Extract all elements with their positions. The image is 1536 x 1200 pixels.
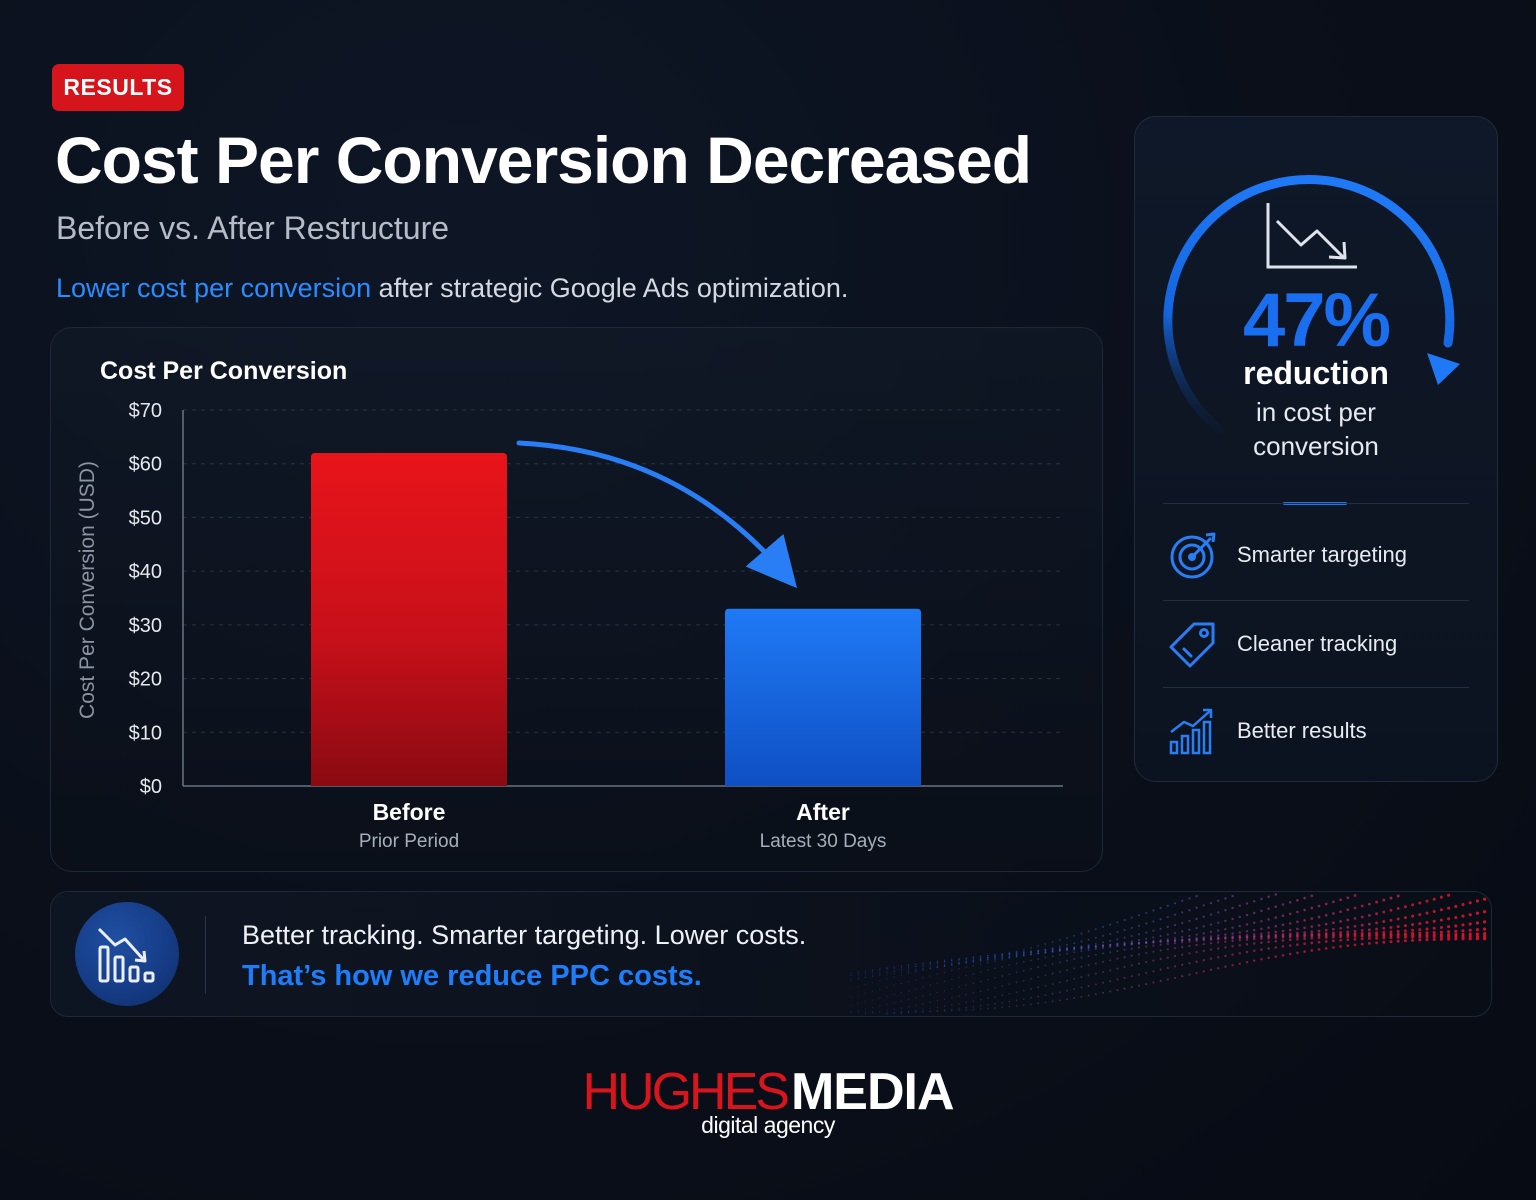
banner-separator — [205, 916, 206, 994]
x-category-sublabel: Prior Period — [359, 831, 459, 852]
y-tick-label: $30 — [129, 615, 162, 637]
feature-label: Smarter targeting — [1237, 542, 1407, 567]
feature-better-results: Better results — [1167, 701, 1467, 761]
divider-line — [1163, 600, 1469, 601]
tag-icon — [1167, 618, 1219, 670]
feature-label: Cleaner tracking — [1237, 631, 1398, 656]
bar-before — [311, 452, 507, 786]
results-badge: RESULTS — [52, 64, 184, 111]
reduction-percent: 47% — [1242, 278, 1391, 363]
y-tick-label: $40 — [129, 561, 162, 583]
logo-tagline: digital agency — [701, 1112, 835, 1138]
summary-banner: Better tracking. Smarter targeting. Lowe… — [50, 891, 1492, 1017]
divider-line — [1163, 687, 1469, 688]
bar-chart-down-icon — [75, 902, 179, 1006]
banner-line-1: Better tracking. Smarter targeting. Lowe… — [242, 920, 807, 950]
page-description: Lower cost per conversion after strategi… — [56, 273, 848, 304]
target-icon — [1167, 529, 1219, 581]
cost-per-conversion-chart: Cost Per Conversion Cost Per Conversion … — [76, 357, 1063, 852]
reduction-stat-card: 47% reduction in cost per conversion Sma… — [1134, 116, 1498, 782]
hughes-media-logo: HUGHESMEDIA digital agency — [0, 1062, 1536, 1139]
description-highlight: Lower cost per conversion — [56, 273, 372, 303]
chart-title: Cost Per Conversion — [100, 357, 347, 385]
x-category-label: Before — [373, 799, 446, 825]
feature-smarter-targeting: Smarter targeting — [1167, 525, 1467, 585]
y-tick-label: $20 — [129, 669, 162, 691]
reduction-detail: in cost per conversion — [1135, 395, 1497, 463]
chart-card: Cost Per Conversion Cost Per Conversion … — [50, 327, 1103, 872]
y-tick-label: $70 — [129, 400, 162, 422]
y-axis-label: Cost Per Conversion (USD) — [76, 461, 99, 719]
logo-hughes: HUGHES — [582, 1063, 789, 1121]
feature-cleaner-tracking: Cleaner tracking — [1167, 614, 1467, 674]
description-rest: after strategic Google Ads optimization. — [371, 273, 849, 303]
reduction-arrow — [516, 440, 798, 589]
trend-down-icon — [1266, 203, 1357, 269]
y-tick-label: $10 — [129, 722, 162, 744]
page-title: Cost Per Conversion Decreased — [55, 123, 1032, 197]
particle-wave-decoration — [850, 893, 1487, 1015]
reduction-arc — [1163, 175, 1460, 435]
logo-media: MEDIA — [790, 1063, 955, 1121]
growth-chart-icon — [1167, 705, 1219, 757]
x-category-sublabel: Latest 30 Days — [760, 831, 887, 852]
y-tick-label: $0 — [140, 776, 162, 798]
reduction-detail-line2: conversion — [1253, 431, 1379, 461]
divider-line — [1163, 503, 1469, 504]
feature-label: Better results — [1237, 718, 1367, 743]
x-category-label: After — [796, 799, 850, 825]
y-tick-label: $60 — [129, 454, 162, 476]
reduction-label: reduction — [1243, 355, 1389, 391]
page-subtitle: Before vs. After Restructure — [56, 210, 450, 246]
reduction-detail-line1: in cost per — [1256, 397, 1376, 427]
y-tick-label: $50 — [129, 507, 162, 529]
bar-after — [725, 608, 921, 786]
banner-line-2: That’s how we reduce PPC costs. — [242, 960, 702, 992]
